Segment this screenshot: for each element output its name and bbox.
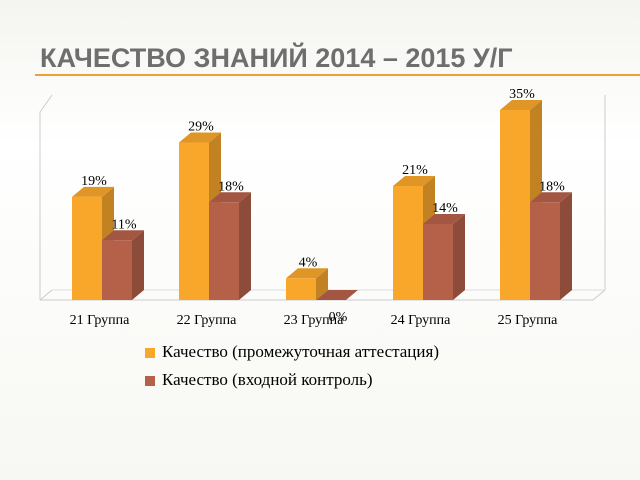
bar-top xyxy=(286,268,328,279)
bar xyxy=(209,202,239,300)
bar-side xyxy=(132,230,144,300)
bar-top xyxy=(530,192,572,203)
x-tick-label: 22 Группа xyxy=(177,313,238,328)
value-label: 21% xyxy=(402,163,428,178)
bar xyxy=(102,240,132,300)
value-label: 14% xyxy=(432,201,458,216)
bar xyxy=(423,223,453,300)
x-tick-label: 21 Группа xyxy=(70,313,131,328)
legend-swatch xyxy=(145,376,155,386)
bar-side xyxy=(239,192,251,300)
bar xyxy=(500,109,530,300)
bar-top xyxy=(316,290,358,300)
value-label: 4% xyxy=(299,255,318,270)
bar-top xyxy=(423,213,465,224)
value-label: 18% xyxy=(218,179,244,194)
bar xyxy=(530,202,560,300)
value-label: 0% xyxy=(329,310,348,325)
bar-top xyxy=(179,132,221,143)
bar-side xyxy=(316,268,328,300)
plot-floor xyxy=(39,289,53,301)
legend-label: Качество (промежуточная аттестация) xyxy=(162,342,439,361)
bar-top xyxy=(102,230,144,241)
bar xyxy=(72,196,102,300)
value-label: 19% xyxy=(81,174,107,189)
x-tick-label: 23 Группа xyxy=(284,313,345,328)
x-tick-label: 24 Группа xyxy=(391,313,452,328)
bar xyxy=(179,142,209,300)
value-label: 35% xyxy=(509,87,535,102)
bar-top xyxy=(72,186,114,197)
legend-swatch xyxy=(145,348,155,358)
value-label: 18% xyxy=(539,179,565,194)
value-label: 11% xyxy=(111,217,136,232)
plot-wall xyxy=(39,94,53,300)
bar xyxy=(286,278,316,300)
legend-label: Качество (входной контроль) xyxy=(162,370,373,389)
bar xyxy=(393,185,423,300)
bar-top xyxy=(209,192,251,203)
value-label: 29% xyxy=(188,120,214,135)
bar-side xyxy=(453,213,465,300)
x-tick-label: 25 Группа xyxy=(498,313,559,328)
bar-side xyxy=(560,192,572,300)
bar-top xyxy=(500,99,542,110)
chart-title: КАЧЕСТВО ЗНАНИЙ 2014 – 2015 У/Г xyxy=(40,42,513,73)
bar-top xyxy=(393,175,435,186)
